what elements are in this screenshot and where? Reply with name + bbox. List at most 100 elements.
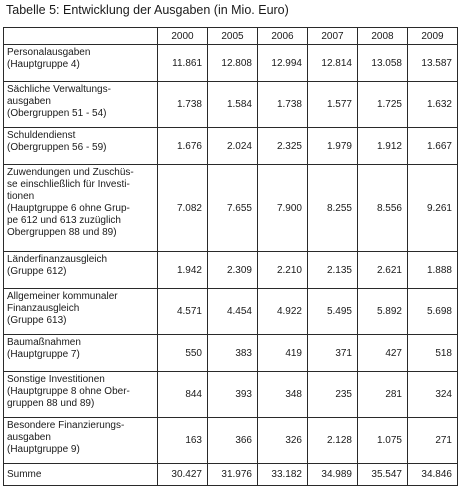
value-cell: 844 [157,371,208,418]
value-cell: 13.058 [357,44,408,82]
value-cell: 12.808 [207,44,258,82]
value-cell: 1.577 [307,81,358,128]
row-label-line: (Hauptgruppe 4) [7,59,80,70]
table-row: Zuwendungen und Zuschüs-se einschließlic… [3,164,458,252]
value-cell: 12.814 [307,44,358,82]
value-cell: 1.725 [357,81,408,128]
value-cell: 2.309 [207,251,258,289]
row-label-line: Personalausgaben [7,47,91,58]
value-cell: 2.621 [357,251,408,289]
value-cell: 1.676 [157,127,208,165]
value-cell: 5.495 [307,288,358,335]
row-label-cell: Personalausgaben (Hauptgruppe 4) [3,44,158,82]
value-cell: 2.024 [207,127,258,165]
year-header: 2005 [207,27,258,45]
row-label-line: Besondere Finanzierungs- [7,420,125,431]
value-cell: 163 [157,417,208,464]
row-label-cell: Sächliche Verwaltungs-ausgaben (Obergrupp… [3,81,158,128]
value-cell: 2.135 [307,251,358,289]
row-label-cell: Baumaßnahmen (Hauptgruppe 7) [3,334,158,372]
row-label-cell: Schuldendienst (Obergruppen 56 - 59) [3,127,158,165]
value-cell: 348 [257,371,308,418]
row-label-line: Allgemeiner kommunaler [7,291,118,302]
header-row: 2000 2005 2006 2007 2008 2009 [3,27,458,45]
table-row: Sächliche Verwaltungs-ausgaben (Obergrupp… [3,81,458,128]
value-cell: 33.182 [257,463,308,486]
value-cell: 324 [407,371,458,418]
value-cell: 1.075 [357,417,408,464]
year-header: 2000 [157,27,208,45]
value-cell: 5.698 [407,288,458,335]
row-label-line: Sonstige Investitionen [7,374,105,385]
value-cell: 326 [257,417,308,464]
value-cell: 1.979 [307,127,358,165]
value-cell: 34.846 [407,463,458,486]
row-label-line: (Obergruppen 56 - 59) [7,142,107,153]
row-label-line: pe 612 und 613 zuzüglich [7,215,121,226]
table-row: Schuldendienst (Obergruppen 56 - 59) 1.676… [3,127,458,165]
value-cell: 1.912 [357,127,408,165]
table-row: Personalausgaben (Hauptgruppe 4) 11.861 12.… [3,44,458,82]
value-cell: 427 [357,334,408,372]
value-cell: 2.128 [307,417,358,464]
row-label-line: tionen [7,191,35,202]
value-cell: 8.556 [357,164,408,252]
value-cell: 12.994 [257,44,308,82]
value-cell: 1.888 [407,251,458,289]
row-label-line: (Gruppe 613) [7,315,67,326]
value-cell: 5.892 [357,288,408,335]
row-label-line: Länderfinanzausgleich [7,254,108,265]
value-cell: 1.738 [257,81,308,128]
value-cell: 9.261 [407,164,458,252]
row-label-line: (Obergruppen 51 - 54) [7,108,107,119]
value-cell: 2.325 [257,127,308,165]
value-cell: 235 [307,371,358,418]
row-label-line: ausgaben [7,432,51,443]
value-cell: 4.454 [207,288,258,335]
value-cell: 393 [207,371,258,418]
table-row: Baumaßnahmen (Hauptgruppe 7) 550 383 419 371 4… [3,334,458,372]
row-label-line: se einschließlich für Investi- [7,179,130,190]
value-cell: 1.584 [207,81,258,128]
year-header: 2009 [407,27,458,45]
row-label-cell: Länderfinanzausgleich (Gruppe 612) [3,251,158,289]
row-label-line: Obergruppen 88 und 89) [7,227,117,238]
row-label-cell: Sonstige Investitionen (Hauptgruppe 8 ohn… [3,371,158,418]
value-cell: 4.571 [157,288,208,335]
row-label-cell: Zuwendungen und Zuschüs-se einschließlic… [3,164,158,252]
row-label-line: Baumaßnahmen [7,337,81,348]
table-row: Allgemeiner kommunaler Finanzausgleich (Gr… [3,288,458,335]
value-cell: 11.861 [157,44,208,82]
year-header: 2008 [357,27,408,45]
value-cell: 13.587 [407,44,458,82]
value-cell: 4.922 [257,288,308,335]
value-cell: 2.210 [257,251,308,289]
value-cell: 271 [407,417,458,464]
row-label-line: Sächliche Verwaltungs- [7,84,111,95]
value-cell: 8.255 [307,164,358,252]
value-cell: 7.900 [257,164,308,252]
value-cell: 34.989 [307,463,358,486]
value-cell: 1.942 [157,251,208,289]
value-cell: 7.082 [157,164,208,252]
year-header: 2006 [257,27,308,45]
value-cell: 1.632 [407,81,458,128]
row-label-line: (Hauptgruppe 9) [7,444,80,455]
row-label-line: Finanzausgleich [7,303,80,314]
sum-row: Summe 30.427 31.976 33.182 34.989 35.547 34.84… [3,463,458,486]
value-cell: 383 [207,334,258,372]
row-label-line: (Hauptgruppe 8 ohne Ober- [7,386,130,397]
row-label-line: (Hauptgruppe 6 ohne Grup- [7,203,130,214]
row-label-cell: Summe [3,463,158,486]
value-cell: 35.547 [357,463,408,486]
value-cell: 419 [257,334,308,372]
value-cell: 281 [357,371,408,418]
table-row: Länderfinanzausgleich (Gruppe 612) 1.942 2.… [3,251,458,289]
row-label-line: gruppen 88 und 89) [7,398,95,409]
value-cell: 518 [407,334,458,372]
table-title: Tabelle 5: Entwicklung der Ausgaben (in … [6,3,289,17]
row-label-line: (Gruppe 612) [7,266,67,277]
year-header: 2007 [307,27,358,45]
expenditure-table: 2000 2005 2006 2007 2008 2009 Personalau… [3,27,458,486]
row-label-line: Zuwendungen und Zuschüs- [7,167,134,178]
